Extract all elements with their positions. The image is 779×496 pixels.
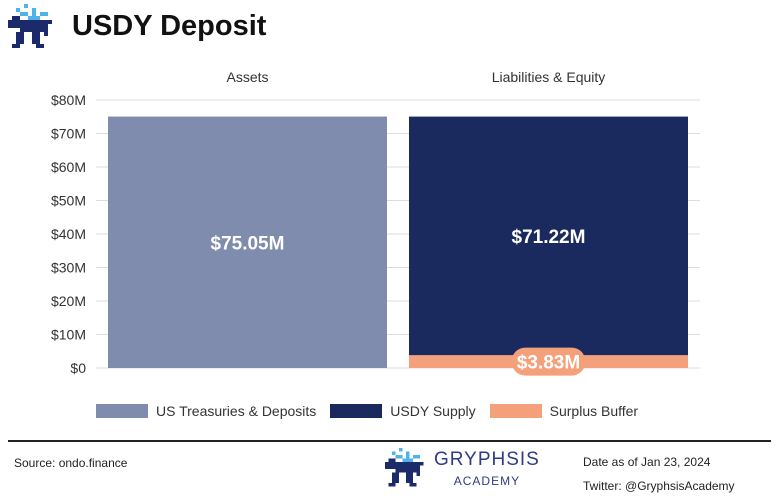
y-tick-label: $0 [70, 360, 86, 376]
brand-title: GRYPHSIS [434, 449, 540, 470]
y-tick-label: $50M [51, 193, 86, 209]
legend-item: USDY Supply [330, 403, 476, 419]
legend-label-usdy-supply: USDY Supply [390, 403, 476, 419]
brand-subtitle: ACADEMY [453, 474, 521, 488]
y-tick-label: $70M [51, 126, 86, 142]
category-label: Liabilities & Equity [492, 69, 606, 85]
bars [108, 116, 688, 368]
footer-divider [8, 440, 771, 442]
y-tick-label: $10M [51, 327, 86, 343]
category-label: Assets [226, 69, 268, 85]
legend-label-treasuries: US Treasuries & Deposits [156, 403, 317, 419]
legend-label-surplus: Surplus Buffer [549, 403, 639, 419]
brand-name: GRYPHSIS ACADEMY [434, 450, 540, 491]
legend-item: Surplus Buffer [489, 403, 639, 419]
balance-sheet-chart: $0 $10M $20M $30M $40M $50M $60M $70M $80M Asset… [51, 69, 700, 376]
legend-swatch-treasuries [96, 404, 148, 418]
bar-segment [409, 116, 688, 356]
twitter-handle: Twitter: @GryphsisAcademy [583, 479, 735, 493]
category-labels: Assets Liabilities & Equity [226, 69, 605, 85]
legend-item: US Treasuries & Deposits [96, 403, 316, 419]
data-label: $71.22M [512, 227, 586, 248]
legend-swatch-surplus [489, 404, 542, 418]
data-label: $75.05M [211, 233, 285, 254]
bar-segment [108, 116, 387, 368]
y-axis-tick-labels: $0 $10M $20M $30M $40M $50M $60M $70M $80M [51, 92, 86, 376]
y-tick-label: $30M [51, 260, 86, 276]
legend-swatch-usdy-supply [330, 404, 383, 418]
y-tick-label: $60M [51, 159, 86, 175]
data-label: $3.83M [517, 353, 580, 374]
source-note: Source: ondo.finance [14, 456, 128, 470]
legend: US Treasuries & Deposits USDY Supply Sur… [96, 403, 652, 419]
gryphsis-logo-icon [8, 4, 52, 48]
page-title: USDY Deposit [72, 10, 267, 42]
y-tick-label: $40M [51, 226, 86, 242]
data-labels: $75.05M $3.83M $71.22M [211, 227, 586, 376]
y-tick-label: $20M [51, 293, 86, 309]
date-note: Date as of Jan 23, 2024 [583, 455, 711, 469]
y-tick-label: $80M [51, 92, 86, 108]
data-label-pill [511, 347, 586, 376]
gryphsis-footer-logo-icon [385, 448, 424, 487]
